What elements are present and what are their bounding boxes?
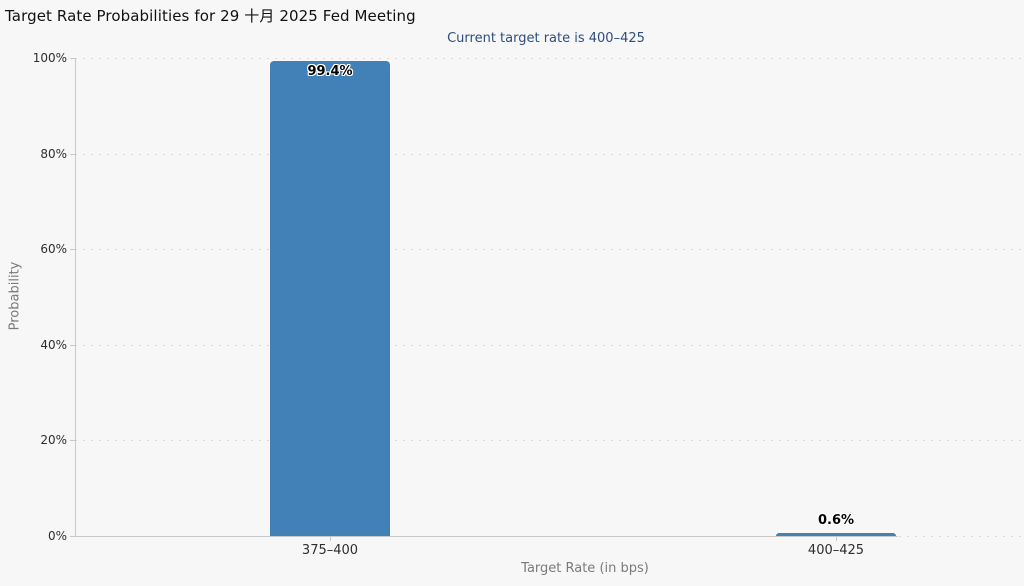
y-tick-mark xyxy=(70,249,75,251)
chart-title: Target Rate Probabilities for 29 十月 2025… xyxy=(5,7,416,25)
x-axis-line xyxy=(75,536,898,537)
gridline-80 xyxy=(75,153,1024,155)
y-tick-mark xyxy=(70,344,75,346)
y-tick-label-20: 20% xyxy=(40,433,67,448)
y-tick-mark xyxy=(70,58,75,59)
bar-375-400[interactable] xyxy=(270,60,390,536)
x-category-label-375-400: 375–400 xyxy=(301,543,359,558)
y-tick-label-100: 100% xyxy=(32,51,67,65)
x-tick-mark xyxy=(836,536,837,541)
y-tick-mark xyxy=(70,153,75,155)
y-axis-title: Probability xyxy=(7,261,23,331)
bar-value-label-400-425: 0.6% xyxy=(817,513,855,528)
gridline-20 xyxy=(75,440,1024,442)
y-tick-label-40: 40% xyxy=(40,337,67,352)
gridline-60 xyxy=(75,249,1024,251)
bar-value-label-375-400: 99.4% xyxy=(307,64,353,79)
plot-area: 100% 80% 60% 40% 20% 0% 99.4% 0.6% 375–4… xyxy=(33,51,1024,558)
y-tick-label-80: 80% xyxy=(40,146,67,161)
bar-400-425[interactable] xyxy=(776,533,896,536)
y-axis-line xyxy=(75,58,76,536)
gridline-100 xyxy=(75,58,1024,59)
y-tick-mark xyxy=(70,536,75,537)
x-category-label-400-425: 400–425 xyxy=(807,543,865,558)
y-tick-label-60: 60% xyxy=(40,242,67,257)
x-axis-title: Target Rate (in bps) xyxy=(521,561,649,576)
y-tick-label-0: 0% xyxy=(47,529,67,543)
chart-subtitle: Current target rate is 400–425 xyxy=(447,31,645,46)
gridline-40 xyxy=(75,344,1024,346)
x-tick-mark xyxy=(330,536,331,541)
y-tick-mark xyxy=(70,440,75,442)
